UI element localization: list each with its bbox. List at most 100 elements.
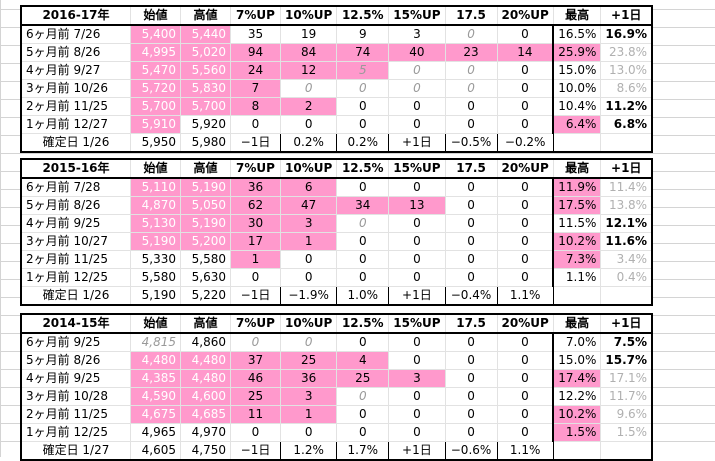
table-cell: 4,870 bbox=[130, 196, 181, 215]
confirm-cell: −1日 bbox=[230, 441, 281, 461]
table-cell: 0 bbox=[230, 115, 281, 134]
table-cell: 0 bbox=[497, 79, 554, 98]
row-label: 4ヶ月前 9/27 bbox=[21, 61, 131, 80]
column-header: 17.5 bbox=[445, 159, 498, 179]
table-cell: 36 bbox=[280, 369, 338, 388]
table-cell: 40 bbox=[388, 43, 446, 62]
table-cell: 4,685 bbox=[180, 405, 231, 424]
column-header: 始値 bbox=[130, 314, 181, 334]
table-cell: 7.3% bbox=[552, 250, 602, 269]
table-cell: 5,910 bbox=[130, 115, 181, 134]
row-label: 3ヶ月前 10/27 bbox=[21, 232, 131, 251]
table-cell: 5,700 bbox=[130, 97, 181, 116]
column-header: 17.5 bbox=[445, 314, 498, 334]
table-cell: 5,580 bbox=[130, 268, 181, 287]
table-cell: 0 bbox=[497, 369, 554, 388]
table-cell: 25.9% bbox=[552, 43, 602, 62]
table-cell: 0 bbox=[497, 387, 554, 406]
table-cell: 5,440 bbox=[180, 25, 231, 44]
table-cell: 0 bbox=[497, 423, 554, 442]
table-cell: 25 bbox=[336, 369, 390, 388]
column-header: 高値 bbox=[180, 314, 231, 334]
confirm-cell: 5,220 bbox=[180, 286, 231, 306]
table-cell: 10.2% bbox=[552, 405, 602, 424]
table-cell: 4,995 bbox=[130, 43, 181, 62]
table-cell: 0 bbox=[445, 178, 498, 197]
column-header: 15%UP bbox=[388, 6, 446, 26]
column-header: 12.5% bbox=[336, 159, 390, 179]
table-cell: 0 bbox=[280, 333, 338, 352]
table-cell: 23.8% bbox=[600, 43, 653, 62]
confirm-cell: 1.7% bbox=[336, 441, 390, 461]
table-cell: 0 bbox=[445, 423, 498, 442]
table-cell: 0 bbox=[445, 196, 498, 215]
table-cell: 37 bbox=[230, 351, 281, 370]
table-row: 2ヶ月前 11/25 4,675 4,685 11 1 0 0 0 0 10.2% 9.6% bbox=[21, 405, 653, 424]
table-cell: 0 bbox=[445, 115, 498, 134]
table-cell: 4,480 bbox=[180, 369, 231, 388]
table-cell: 4,675 bbox=[130, 405, 181, 424]
row-label: 1ヶ月前 12/27 bbox=[21, 115, 131, 134]
table-cell: 4,480 bbox=[180, 351, 231, 370]
table-cell: 0 bbox=[445, 232, 498, 251]
table-cell: 0 bbox=[280, 268, 338, 287]
column-header: 高値 bbox=[180, 6, 231, 26]
confirm-cell: −0.6% bbox=[444, 441, 498, 461]
table-row: 5ヶ月前 8/26 4,870 5,050 62 47 34 13 0 0 17.5% 13.8% bbox=[21, 196, 653, 215]
table-cell: 2 bbox=[280, 97, 338, 116]
confirm-cell: +1日 bbox=[388, 133, 446, 153]
table-row: 1ヶ月前 12/25 4,965 4,970 0 0 0 0 0 0 1.5% 1.5% bbox=[21, 423, 653, 442]
confirm-row: 確定日 1/26 5,950 5,980 −1日 0.2% 0.2% +1日 −0.5% −0.… bbox=[21, 133, 653, 153]
table-cell: 0 bbox=[336, 423, 390, 442]
table-cell: 1.5% bbox=[552, 423, 602, 442]
table-row: 3ヶ月前 10/26 5,720 5,830 7 0 0 0 0 0 10.0% 8.6% bbox=[21, 79, 653, 98]
table-cell: 17.1% bbox=[600, 369, 653, 388]
table-cell: 5,470 bbox=[130, 61, 181, 80]
table-cell: 11.6% bbox=[600, 232, 653, 251]
table-cell: 6.4% bbox=[552, 115, 602, 134]
confirm-cell: 4,605 bbox=[130, 441, 181, 461]
table-cell: 0 bbox=[388, 268, 446, 287]
table-cell: 0 bbox=[336, 387, 390, 406]
column-header: 10%UP bbox=[280, 6, 338, 26]
table-cell: 10.2% bbox=[552, 232, 602, 251]
table-cell: 0 bbox=[388, 232, 446, 251]
table-cell: 11.7% bbox=[600, 387, 653, 406]
table-cell: 0 bbox=[445, 250, 498, 269]
row-label: 3ヶ月前 10/28 bbox=[21, 387, 131, 406]
table-cell: 7.5% bbox=[600, 333, 653, 352]
confirm-cell: −1日 bbox=[230, 133, 281, 153]
season-title: 2016-17年 bbox=[21, 6, 131, 26]
table-cell: 5,050 bbox=[180, 196, 231, 215]
table-cell: 13 bbox=[388, 196, 446, 215]
table-cell: 0 bbox=[230, 423, 281, 442]
table-cell: 0 bbox=[336, 97, 390, 116]
table-cell: 9 bbox=[336, 25, 390, 44]
table-cell: 1 bbox=[280, 405, 338, 424]
table-row: 5ヶ月前 8/26 4,995 5,020 94 84 74 40 23 14 25.9% 23.8… bbox=[21, 43, 653, 62]
table-cell: 5,190 bbox=[180, 214, 231, 233]
table-cell: 0 bbox=[336, 268, 390, 287]
confirm-cell: −0.2% bbox=[496, 133, 554, 153]
row-label: 2ヶ月前 11/25 bbox=[21, 97, 131, 116]
table-cell: 0 bbox=[445, 79, 498, 98]
table-row: 4ヶ月前 9/25 5,130 5,190 30 3 0 0 0 0 11.5% 12.1% bbox=[21, 214, 653, 233]
table-cell: 16.5% bbox=[552, 25, 602, 44]
table-cell: 25 bbox=[280, 351, 338, 370]
table-cell: 46 bbox=[230, 369, 281, 388]
table-cell: 0 bbox=[336, 214, 390, 233]
table-cell: 0 bbox=[230, 333, 281, 352]
table-cell: 1.5% bbox=[600, 423, 653, 442]
table-cell: 0 bbox=[497, 351, 554, 370]
row-label: 5ヶ月前 8/26 bbox=[21, 43, 131, 62]
header-row: 2016-17年 始値 高値 7%UP 10%UP 12.5% 15%UP 17.5 20%UP… bbox=[21, 6, 653, 26]
table-cell: 0 bbox=[336, 333, 390, 352]
table-row: 4ヶ月前 9/27 5,470 5,560 24 12 5 0 0 0 15.0% 13.0% bbox=[21, 61, 653, 80]
confirm-cell: 5,980 bbox=[180, 133, 231, 153]
table-cell: 0 bbox=[445, 214, 498, 233]
table-cell: 0 bbox=[336, 250, 390, 269]
confirm-cell bbox=[553, 133, 602, 153]
table-cell: 17.4% bbox=[552, 369, 602, 388]
column-header: 始値 bbox=[130, 159, 181, 179]
column-header: 始値 bbox=[130, 6, 181, 26]
